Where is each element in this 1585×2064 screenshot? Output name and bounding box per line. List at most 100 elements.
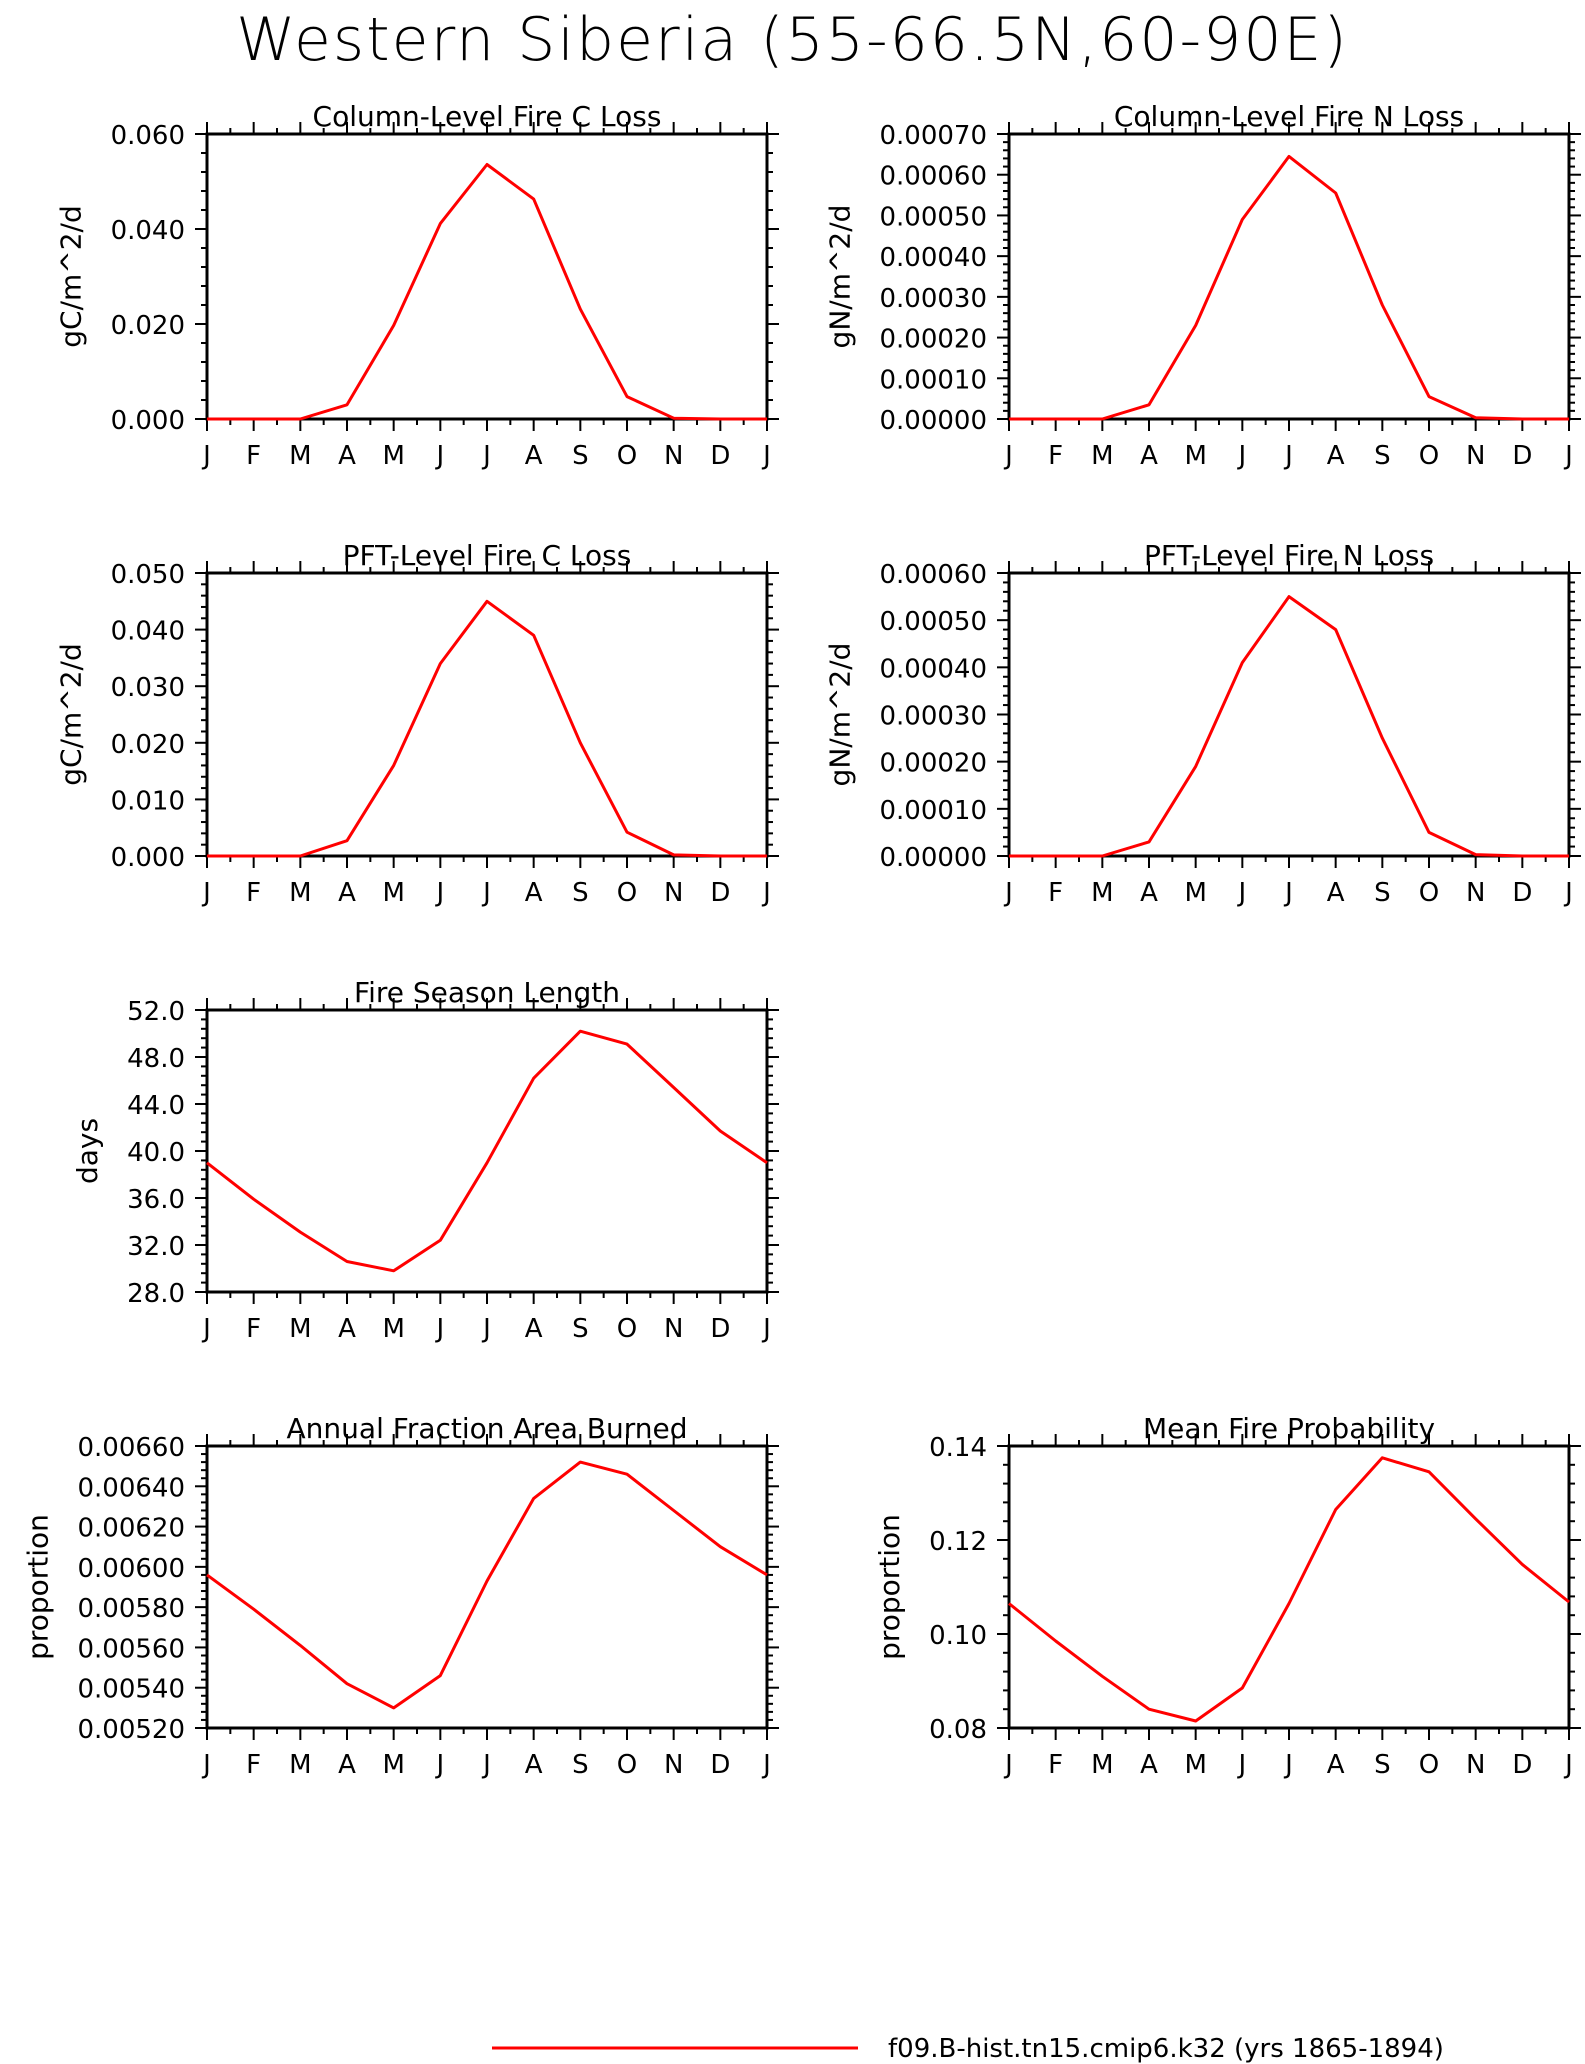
x-tick-label: A — [1140, 878, 1158, 908]
y-tick-label: 0.050 — [111, 560, 185, 590]
y-axis-title: gN/m^2/d — [824, 205, 857, 349]
x-tick-label: D — [710, 1750, 730, 1780]
y-tick-label: 52.0 — [127, 997, 185, 1027]
plot-frame — [205, 1008, 769, 1294]
series-line — [206, 1029, 768, 1273]
x-tick-label: J — [1236, 1750, 1246, 1780]
y-axis-title: gC/m^2/d — [55, 205, 88, 348]
y-tick-label: 0.00040 — [879, 243, 987, 273]
x-tick-label: N — [1466, 878, 1485, 908]
x-tick-label: A — [338, 878, 356, 908]
x-tick-label: O — [1419, 441, 1439, 471]
x-tick-label: F — [1048, 441, 1063, 471]
x-tick-label: M — [1091, 878, 1113, 908]
x-tick-label: F — [246, 1314, 261, 1344]
x-tick-label: S — [572, 441, 589, 471]
x-tick-label: A — [338, 441, 356, 471]
x-tick-label: J — [481, 1750, 491, 1780]
x-tick-label: A — [1140, 1750, 1158, 1780]
x-tick-label: D — [1512, 441, 1532, 471]
panel-column-fire-c-loss: J F M A M J J A S O N D J0.0000.0200.0400.060gC/m^2/… — [55, 100, 779, 471]
x-tick-label: M — [1184, 878, 1206, 908]
series-line — [1008, 1456, 1570, 1723]
y-tick-label: 0.00050 — [879, 202, 987, 232]
series-line — [1009, 154, 1569, 421]
x-tick-label: J — [1563, 1750, 1573, 1780]
x-tick-label: M — [382, 1314, 404, 1344]
y-tick-label: 0.040 — [111, 617, 185, 647]
y-tick-label: 48.0 — [127, 1044, 185, 1074]
panel-pft-fire-c-loss: J F M A M J J A S O N D J0.0000.0100.0200.0300.0400.… — [55, 539, 779, 908]
x-tick-label: J — [761, 1750, 771, 1780]
y-tick-label: 0.08 — [929, 1715, 987, 1745]
x-tick-label: M — [289, 1750, 311, 1780]
panel-annual-fraction-area-burned: J F M A M J J A S O N D J0.005200.005400.005600.0058… — [22, 1412, 779, 1780]
x-tick-label: J — [434, 1314, 444, 1344]
x-tick-label: A — [525, 441, 543, 471]
y-tick-label: 0.00020 — [879, 749, 987, 779]
x-tick-label: M — [1091, 1750, 1113, 1780]
plot-frame — [205, 132, 769, 421]
y-tick-label: 0.010 — [111, 786, 185, 816]
panel-title: PFT-Level Fire C Loss — [343, 539, 632, 572]
x-tick-label: S — [1374, 878, 1391, 908]
x-tick-label: J — [1236, 878, 1246, 908]
y-tick-label: 0.030 — [111, 673, 185, 703]
x-tick-label: O — [617, 441, 637, 471]
x-tick-label: J — [201, 878, 211, 908]
x-tick-label: J — [761, 1314, 771, 1344]
x-tick-label: J — [434, 441, 444, 471]
y-tick-label: 0.00660 — [77, 1433, 185, 1463]
x-tick-label: A — [525, 1750, 543, 1780]
x-tick-label: F — [246, 878, 261, 908]
x-tick-label: M — [289, 441, 311, 471]
x-tick-label: N — [664, 878, 683, 908]
x-tick-label: M — [289, 878, 311, 908]
x-tick-label: D — [710, 441, 730, 471]
y-tick-label: 0.000 — [111, 843, 185, 873]
x-tick-label: D — [1512, 1750, 1532, 1780]
x-tick-label: A — [1327, 1750, 1345, 1780]
x-tick-label: D — [710, 878, 730, 908]
y-tick-label: 32.0 — [127, 1232, 185, 1262]
panel-mean-fire-probability: J F M A M J J A S O N D J0.080.100.120.14proportionM… — [873, 1412, 1581, 1780]
x-tick-label: A — [338, 1750, 356, 1780]
x-tick-label: D — [1512, 878, 1532, 908]
y-tick-label: 0.00640 — [77, 1473, 185, 1503]
y-tick-label: 0.020 — [111, 730, 185, 760]
x-tick-label: J — [1283, 1750, 1293, 1780]
x-tick-label: M — [382, 1750, 404, 1780]
plot-frame — [1007, 571, 1571, 858]
x-tick-label: O — [617, 1750, 637, 1780]
panel-title: Fire Season Length — [354, 976, 620, 1009]
x-tick-label: F — [1048, 1750, 1063, 1780]
y-axis-title: proportion — [873, 1514, 906, 1660]
panel-title: Column-Level Fire C Loss — [313, 100, 662, 133]
y-tick-label: 0.00620 — [77, 1514, 185, 1544]
y-tick-label: 0.00070 — [879, 121, 987, 151]
y-tick-label: 0.00030 — [879, 702, 987, 732]
y-tick-label: 0.00010 — [879, 796, 987, 826]
x-tick-label: O — [1419, 1750, 1439, 1780]
x-tick-label: N — [664, 1750, 683, 1780]
x-tick-label: J — [1283, 441, 1293, 471]
y-tick-label: 0.000 — [111, 406, 185, 436]
x-tick-label: J — [1003, 441, 1013, 471]
y-tick-label: 0.00060 — [879, 162, 987, 192]
x-tick-label: S — [572, 1750, 589, 1780]
y-tick-label: 0.14 — [929, 1433, 987, 1463]
x-tick-label: M — [1184, 441, 1206, 471]
panel-column-fire-n-loss: J F M A M J J A S O N D J0.000000.000100.000200.0003… — [824, 100, 1581, 471]
y-tick-label: 36.0 — [127, 1185, 185, 1215]
y-tick-label: 28.0 — [127, 1279, 185, 1309]
x-tick-label: O — [1419, 878, 1439, 908]
y-tick-label: 0.00020 — [879, 325, 987, 355]
y-tick-label: 0.00060 — [879, 560, 987, 590]
x-tick-label: O — [617, 878, 637, 908]
panel-pft-fire-n-loss: J F M A M J J A S O N D J0.000000.000100.000200.0003… — [824, 539, 1581, 908]
y-tick-label: 0.00580 — [77, 1594, 185, 1624]
y-tick-label: 0.12 — [929, 1527, 987, 1557]
x-tick-label: M — [1091, 441, 1113, 471]
panel-fire-season-length: J F M A M J J A S O N D J28.032.036.040.044.048.052.… — [71, 976, 779, 1344]
x-tick-label: J — [434, 1750, 444, 1780]
